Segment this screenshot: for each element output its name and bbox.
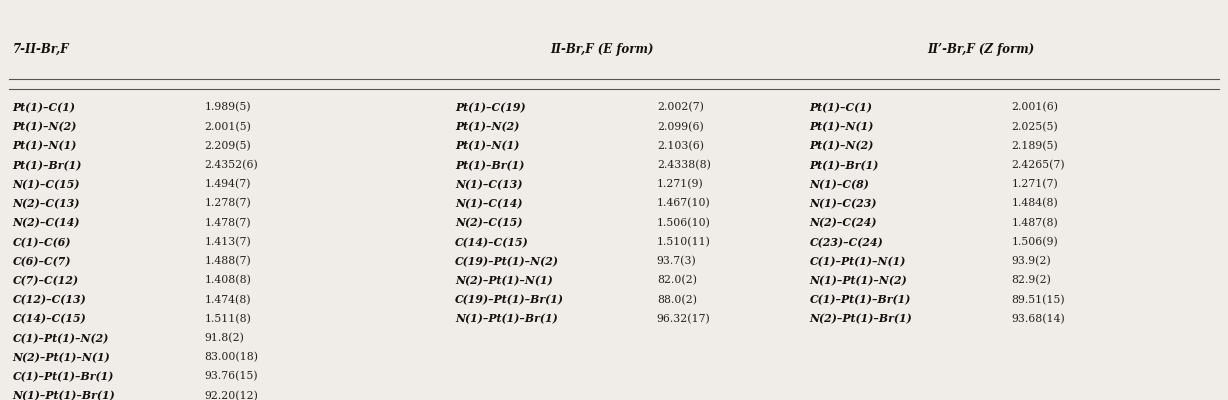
Text: 1.494(7): 1.494(7) <box>205 179 251 190</box>
Text: Pt(1)–N(1): Pt(1)–N(1) <box>456 141 519 152</box>
Text: C(7)–C(12): C(7)–C(12) <box>12 275 79 286</box>
Text: N(2)–C(13): N(2)–C(13) <box>12 198 80 209</box>
Text: 92.20(12): 92.20(12) <box>205 391 258 400</box>
Text: N(2)–Pt(1)–N(1): N(2)–Pt(1)–N(1) <box>456 275 553 286</box>
Text: C(1)–Pt(1)–Br(1): C(1)–Pt(1)–Br(1) <box>809 294 911 306</box>
Text: C(19)–Pt(1)–Br(1): C(19)–Pt(1)–Br(1) <box>456 294 564 306</box>
Text: 1.467(10): 1.467(10) <box>657 198 711 209</box>
Text: N(2)–C(14): N(2)–C(14) <box>12 218 80 229</box>
Text: 2.209(5): 2.209(5) <box>205 141 252 151</box>
Text: Pt(1)–Br(1): Pt(1)–Br(1) <box>809 160 879 171</box>
Text: C(19)–Pt(1)–N(2): C(19)–Pt(1)–N(2) <box>456 256 559 267</box>
Text: 88.0(2): 88.0(2) <box>657 294 696 305</box>
Text: 1.488(7): 1.488(7) <box>205 256 252 266</box>
Text: 1.413(7): 1.413(7) <box>205 237 252 247</box>
Text: N(1)–C(13): N(1)–C(13) <box>456 179 523 190</box>
Text: Pt(1)–N(2): Pt(1)–N(2) <box>12 122 77 132</box>
Text: N(1)–C(23): N(1)–C(23) <box>809 198 877 209</box>
Text: N(2)–Pt(1)–N(1): N(2)–Pt(1)–N(1) <box>12 352 111 363</box>
Text: 1.478(7): 1.478(7) <box>205 218 251 228</box>
Text: Pt(1)–N(2): Pt(1)–N(2) <box>456 122 519 132</box>
Text: 1.474(8): 1.474(8) <box>205 294 251 305</box>
Text: 1.487(8): 1.487(8) <box>1012 218 1059 228</box>
Text: Pt(1)–Br(1): Pt(1)–Br(1) <box>12 160 82 171</box>
Text: C(1)–Pt(1)–N(2): C(1)–Pt(1)–N(2) <box>12 333 109 344</box>
Text: N(2)–C(24): N(2)–C(24) <box>809 218 877 229</box>
Text: II’-Br,F (Z form): II’-Br,F (Z form) <box>927 43 1034 56</box>
Text: 1.484(8): 1.484(8) <box>1012 198 1059 209</box>
Text: 2.025(5): 2.025(5) <box>1012 122 1059 132</box>
Text: C(14)–C(15): C(14)–C(15) <box>456 237 529 248</box>
Text: 91.8(2): 91.8(2) <box>205 333 244 343</box>
Text: Pt(1)–C(1): Pt(1)–C(1) <box>809 102 873 113</box>
Text: 7-II-Br,F: 7-II-Br,F <box>12 43 69 56</box>
Text: 1.506(9): 1.506(9) <box>1012 237 1059 247</box>
Text: C(1)–C(6): C(1)–C(6) <box>12 237 71 248</box>
Text: 2.103(6): 2.103(6) <box>657 141 704 151</box>
Text: 1.408(8): 1.408(8) <box>205 275 252 286</box>
Text: 82.0(2): 82.0(2) <box>657 275 696 286</box>
Text: Pt(1)–Br(1): Pt(1)–Br(1) <box>456 160 524 171</box>
Text: C(6)–C(7): C(6)–C(7) <box>12 256 71 267</box>
Text: Pt(1)–N(2): Pt(1)–N(2) <box>809 141 874 152</box>
Text: 1.510(11): 1.510(11) <box>657 237 711 247</box>
Text: N(1)–Pt(1)–Br(1): N(1)–Pt(1)–Br(1) <box>456 314 558 325</box>
Text: 1.511(8): 1.511(8) <box>205 314 252 324</box>
Text: N(1)–C(14): N(1)–C(14) <box>456 198 523 209</box>
Text: 89.51(15): 89.51(15) <box>1012 294 1065 305</box>
Text: N(1)–Pt(1)–Br(1): N(1)–Pt(1)–Br(1) <box>12 391 115 400</box>
Text: Pt(1)–N(1): Pt(1)–N(1) <box>12 141 77 152</box>
Text: 2.001(6): 2.001(6) <box>1012 102 1059 112</box>
Text: 83.00(18): 83.00(18) <box>205 352 258 362</box>
Text: N(2)–C(15): N(2)–C(15) <box>456 218 523 229</box>
Text: Pt(1)–N(1): Pt(1)–N(1) <box>809 122 874 132</box>
Text: N(1)–C(15): N(1)–C(15) <box>12 179 80 190</box>
Text: N(1)–Pt(1)–N(2): N(1)–Pt(1)–N(2) <box>809 275 907 286</box>
Text: C(14)–C(15): C(14)–C(15) <box>12 314 86 325</box>
Text: 2.4265(7): 2.4265(7) <box>1012 160 1065 170</box>
Text: 2.099(6): 2.099(6) <box>657 122 704 132</box>
Text: Pt(1)–C(19): Pt(1)–C(19) <box>456 102 526 113</box>
Text: 2.189(5): 2.189(5) <box>1012 141 1059 151</box>
Text: C(12)–C(13): C(12)–C(13) <box>12 294 86 306</box>
Text: 96.32(17): 96.32(17) <box>657 314 711 324</box>
Text: 2.002(7): 2.002(7) <box>657 102 704 112</box>
Text: II-Br,F (E form): II-Br,F (E form) <box>550 43 653 56</box>
Text: 1.989(5): 1.989(5) <box>205 102 251 112</box>
Text: 1.506(10): 1.506(10) <box>657 218 711 228</box>
Text: 1.271(7): 1.271(7) <box>1012 179 1059 190</box>
Text: 93.68(14): 93.68(14) <box>1012 314 1065 324</box>
Text: 2.4352(6): 2.4352(6) <box>205 160 258 170</box>
Text: 93.76(15): 93.76(15) <box>205 371 258 382</box>
Text: Pt(1)–C(1): Pt(1)–C(1) <box>12 102 76 113</box>
Text: 2.001(5): 2.001(5) <box>205 122 252 132</box>
Text: 93.9(2): 93.9(2) <box>1012 256 1051 266</box>
Text: 2.4338(8): 2.4338(8) <box>657 160 711 170</box>
Text: C(1)–Pt(1)–Br(1): C(1)–Pt(1)–Br(1) <box>12 371 114 382</box>
Text: N(2)–Pt(1)–Br(1): N(2)–Pt(1)–Br(1) <box>809 314 912 325</box>
Text: 1.271(9): 1.271(9) <box>657 179 704 190</box>
Text: C(1)–Pt(1)–N(1): C(1)–Pt(1)–N(1) <box>809 256 906 267</box>
Text: N(1)–C(8): N(1)–C(8) <box>809 179 869 190</box>
Text: 1.278(7): 1.278(7) <box>205 198 252 209</box>
Text: 82.9(2): 82.9(2) <box>1012 275 1051 286</box>
Text: C(23)–C(24): C(23)–C(24) <box>809 237 883 248</box>
Text: 93.7(3): 93.7(3) <box>657 256 696 266</box>
